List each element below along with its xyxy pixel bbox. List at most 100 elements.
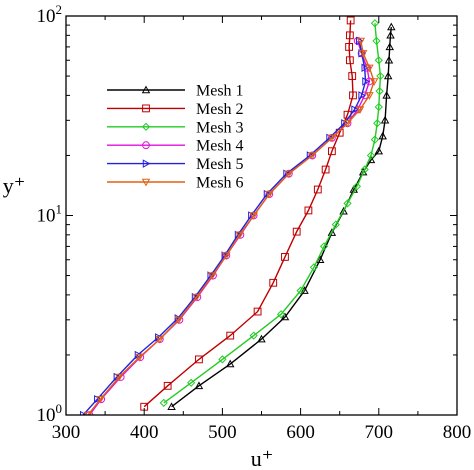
data-point xyxy=(360,165,369,174)
data-point xyxy=(365,64,374,73)
y-tick-label: 100 xyxy=(37,401,63,426)
data-point xyxy=(384,55,394,64)
legend-marker xyxy=(141,178,151,187)
data-point xyxy=(309,263,319,272)
data-point xyxy=(343,199,352,208)
data-point xyxy=(159,398,168,407)
data-point xyxy=(382,90,391,99)
legend-marker xyxy=(141,85,151,94)
data-point xyxy=(226,331,235,340)
data-point xyxy=(362,77,370,86)
data-point xyxy=(280,312,290,321)
data-point xyxy=(345,31,354,40)
data-point xyxy=(225,359,235,368)
data-point xyxy=(218,355,227,364)
data-point xyxy=(374,56,383,65)
legend-item: Mesh 4 xyxy=(107,138,244,155)
data-point xyxy=(327,228,337,236)
data-point xyxy=(257,334,266,343)
data-point xyxy=(361,63,370,73)
data-point xyxy=(345,43,353,51)
x-tick-label: 800 xyxy=(443,422,472,443)
legend-item: Mesh 2 xyxy=(107,101,244,118)
data-point xyxy=(284,170,294,179)
data-point xyxy=(370,135,379,144)
data-point xyxy=(387,22,396,31)
data-point xyxy=(321,165,330,174)
data-point xyxy=(358,50,368,58)
data-point xyxy=(85,411,94,415)
series-line xyxy=(143,20,354,408)
data-point xyxy=(385,42,394,51)
data-point xyxy=(96,395,105,404)
series-mesh-6 xyxy=(83,37,379,415)
legend-label: Mesh 2 xyxy=(196,101,244,118)
data-point xyxy=(358,91,367,100)
legend-label: Mesh 1 xyxy=(196,83,244,100)
data-point xyxy=(135,353,144,362)
data-point xyxy=(372,36,381,46)
legend-item: Mesh 1 xyxy=(107,83,244,100)
data-point xyxy=(348,72,357,80)
legend-label: Mesh 4 xyxy=(196,138,244,155)
data-point xyxy=(79,410,88,415)
series-mesh-2 xyxy=(140,16,357,411)
axis-ticks xyxy=(65,16,458,416)
data-point xyxy=(194,381,204,390)
data-point xyxy=(370,19,379,28)
data-point xyxy=(249,212,258,220)
legend-label: Mesh 5 xyxy=(196,156,244,173)
legend-item: Mesh 6 xyxy=(107,175,244,192)
y-tick-labels: 100 101 102 xyxy=(37,2,63,426)
data-point xyxy=(192,293,201,302)
legend-item: Mesh 5 xyxy=(107,156,244,173)
data-point xyxy=(195,355,203,364)
data-point xyxy=(373,119,382,128)
x-axis-label: u⁺ xyxy=(251,446,274,470)
plot-series xyxy=(79,16,396,415)
data-point xyxy=(313,185,322,194)
data-point xyxy=(366,151,376,160)
data-point xyxy=(207,272,217,280)
data-point xyxy=(349,91,357,100)
data-point xyxy=(355,106,365,114)
data-point xyxy=(378,131,387,140)
data-point xyxy=(155,335,165,344)
y-tick-label: 101 xyxy=(37,202,63,227)
x-tick-label: 300 xyxy=(52,422,81,443)
y-axis-label: y⁺ xyxy=(3,173,26,198)
legend-label: Mesh 3 xyxy=(196,119,244,136)
legend-marker xyxy=(142,104,150,113)
legend-item: Mesh 3 xyxy=(107,119,244,136)
data-point xyxy=(222,252,231,260)
x-tick-label: 600 xyxy=(286,422,315,443)
data-point xyxy=(235,231,244,240)
data-point xyxy=(343,120,352,128)
data-point xyxy=(253,307,262,316)
data-point xyxy=(300,286,309,294)
data-point xyxy=(386,30,395,39)
data-point xyxy=(327,147,336,156)
data-point xyxy=(296,286,305,295)
data-point xyxy=(339,206,348,215)
data-point xyxy=(358,167,368,176)
legend-marker xyxy=(142,159,151,168)
legend-label: Mesh 6 xyxy=(196,175,244,192)
data-point xyxy=(319,242,329,251)
data-point xyxy=(174,316,183,325)
data-point xyxy=(365,92,374,100)
x-tick-labels: 300 400 500 600 700 800 xyxy=(52,422,472,443)
data-point xyxy=(331,220,340,229)
data-point xyxy=(380,115,390,124)
data-point xyxy=(351,105,359,114)
y-tick-label: 102 xyxy=(37,2,63,27)
x-tick-label: 700 xyxy=(365,422,394,443)
data-point xyxy=(369,78,379,86)
data-point xyxy=(345,56,354,65)
x-tick-label: 400 xyxy=(130,422,159,443)
data-point xyxy=(374,102,383,112)
x-tick-label: 500 xyxy=(208,422,237,443)
data-point xyxy=(292,227,301,236)
